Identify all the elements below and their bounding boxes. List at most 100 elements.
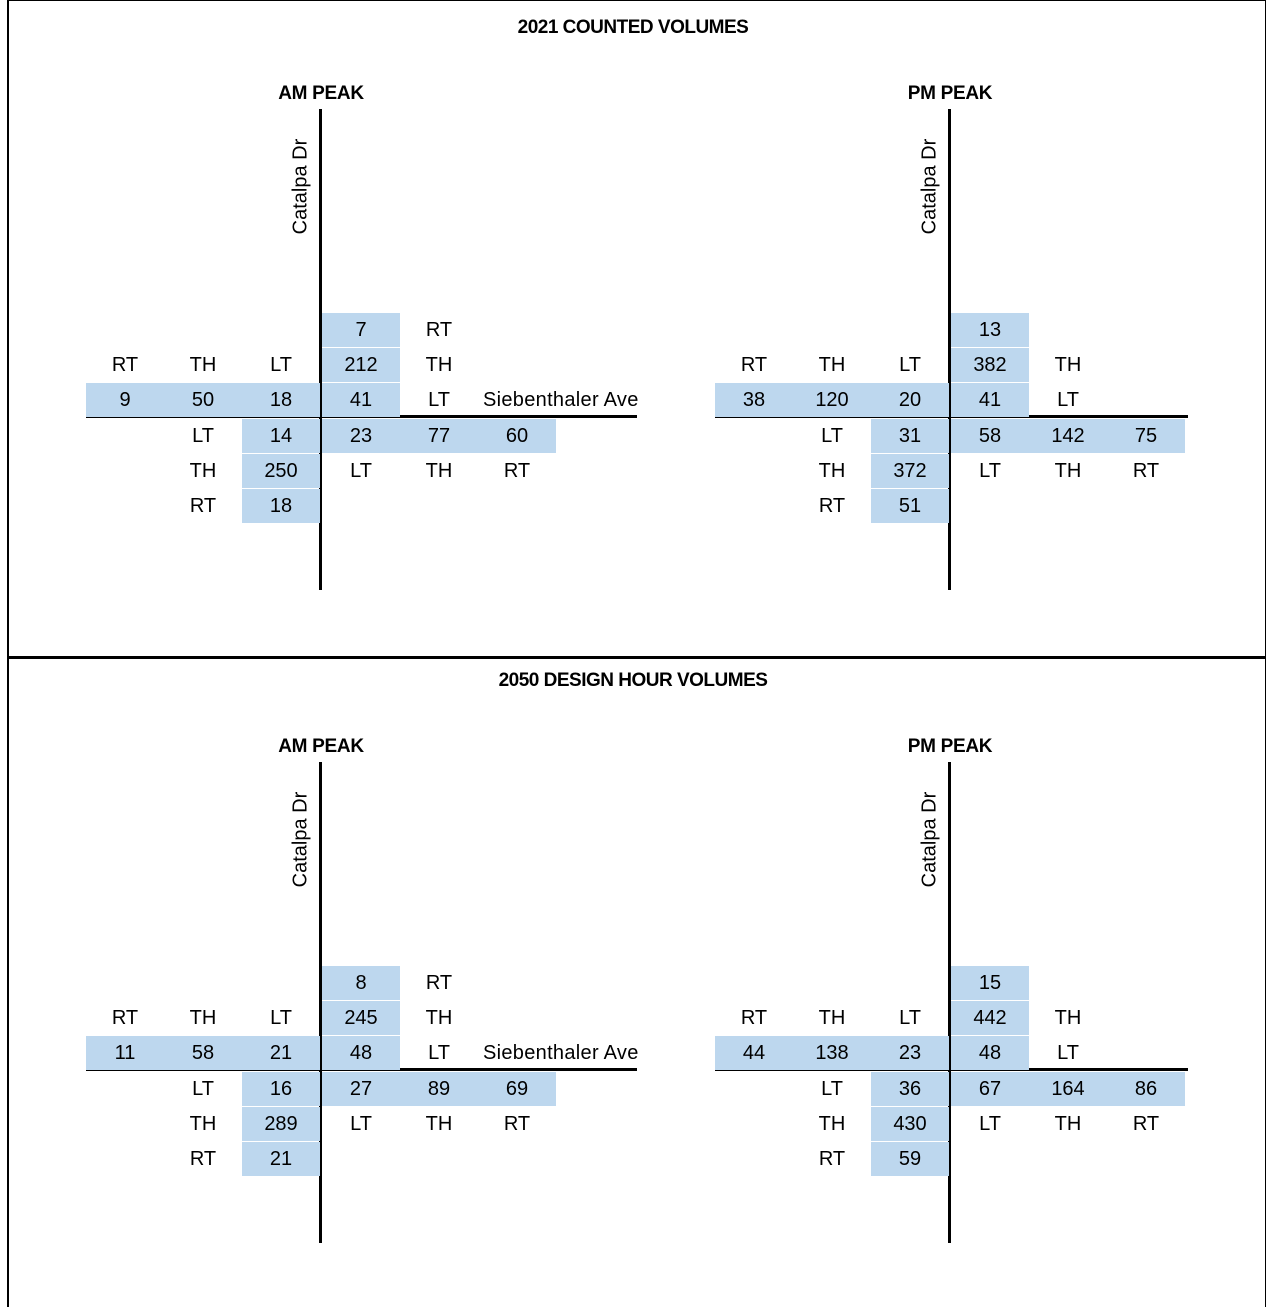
peak-title: PM PEAK [907, 736, 993, 757]
north-south-road-line [319, 762, 322, 1243]
nb-lt-label: LT [192, 1078, 214, 1100]
intersection-diagram-pm: PM PEAK Catalpa Dr 13 382 41 TH LT RT TH LT 38 120 2… [629, 0, 1262, 654]
nb-lt-value: 16 [242, 1072, 320, 1106]
nb-th-value: 430 [871, 1107, 949, 1141]
eb-lt-value: 20 [871, 383, 949, 417]
nb-th-label: TH [189, 1113, 217, 1135]
nb-rt-label: RT [189, 495, 217, 517]
wb-lt-label: LT [350, 1113, 372, 1135]
eb-th-label: TH [818, 354, 846, 376]
nb-lt-value: 31 [871, 419, 949, 453]
street-name-siebenthaler-ave: Siebenthaler Ave [483, 389, 639, 411]
eb-rt-label: RT [111, 1007, 139, 1029]
wb-rt-label: RT [503, 460, 531, 482]
wb-th-label: TH [1054, 460, 1082, 482]
wb-rt-label: RT [1132, 1113, 1160, 1135]
sb-rt-label: RT [425, 319, 453, 341]
wb-th-value: 164 [1029, 1072, 1107, 1106]
eb-lt-label: LT [899, 354, 921, 376]
eb-th-label: TH [818, 1007, 846, 1029]
intersection-diagram-am: AM PEAK Catalpa Dr Siebenthaler Ave 8 245 48 R… [0, 653, 638, 1307]
wb-th-label: TH [1054, 1113, 1082, 1135]
sb-th-value: 212 [322, 348, 400, 382]
nb-th-label: TH [189, 460, 217, 482]
eb-th-value: 120 [793, 383, 871, 417]
north-south-road-line [319, 109, 322, 590]
wb-th-value: 142 [1029, 419, 1107, 453]
eb-rt-value: 9 [86, 383, 164, 417]
nb-rt-value: 18 [242, 489, 320, 523]
eb-th-label: TH [189, 354, 217, 376]
north-south-road-line [948, 109, 951, 590]
nb-lt-value: 36 [871, 1072, 949, 1106]
section-title: 2050 DESIGN HOUR VOLUMES [498, 670, 768, 691]
wb-th-value: 89 [400, 1072, 478, 1106]
sb-rt-label: RT [425, 972, 453, 994]
nb-lt-label: LT [821, 425, 843, 447]
sb-rt-value: 15 [951, 966, 1029, 1000]
street-name-siebenthaler-ave: Siebenthaler Ave [483, 1042, 639, 1064]
wb-lt-value: 23 [322, 419, 400, 453]
street-name-catalpa-dr: Catalpa Dr [918, 791, 941, 888]
nb-rt-value: 59 [871, 1142, 949, 1176]
nb-rt-value: 21 [242, 1142, 320, 1176]
wb-rt-label: RT [1132, 460, 1160, 482]
eb-lt-label: LT [270, 1007, 292, 1029]
wb-rt-value: 75 [1107, 419, 1185, 453]
eb-rt-label: RT [740, 354, 768, 376]
nb-th-value: 250 [242, 454, 320, 488]
sb-lt-label: LT [428, 1042, 450, 1064]
section-0: 2021 COUNTED VOLUMES AM PEAK Catalpa Dr Sie… [0, 0, 1262, 654]
nb-th-value: 372 [871, 454, 949, 488]
sb-th-label: TH [1054, 1007, 1082, 1029]
wb-rt-value: 60 [478, 419, 556, 453]
nb-th-value: 289 [242, 1107, 320, 1141]
sb-lt-value: 48 [951, 1036, 1029, 1070]
intersection-diagram-am: AM PEAK Catalpa Dr Siebenthaler Ave 7 212 41 R… [0, 0, 638, 654]
eb-th-label: TH [189, 1007, 217, 1029]
sb-rt-value: 13 [951, 313, 1029, 347]
street-name-catalpa-dr: Catalpa Dr [289, 138, 312, 235]
street-name-catalpa-dr: Catalpa Dr [918, 138, 941, 235]
sb-lt-value: 41 [951, 383, 1029, 417]
street-name-catalpa-dr: Catalpa Dr [289, 791, 312, 888]
nb-rt-label: RT [189, 1148, 217, 1170]
wb-lt-value: 27 [322, 1072, 400, 1106]
wb-lt-label: LT [979, 1113, 1001, 1135]
wb-th-value: 77 [400, 419, 478, 453]
eb-rt-value: 11 [86, 1036, 164, 1070]
wb-lt-value: 67 [951, 1072, 1029, 1106]
wb-th-label: TH [425, 1113, 453, 1135]
eb-rt-label: RT [111, 354, 139, 376]
sb-th-value: 382 [951, 348, 1029, 382]
eb-rt-value: 38 [715, 383, 793, 417]
section-title: 2021 COUNTED VOLUMES [517, 17, 749, 38]
nb-lt-label: LT [192, 425, 214, 447]
peak-title: AM PEAK [278, 83, 364, 104]
eb-lt-value: 21 [242, 1036, 320, 1070]
eb-lt-value: 18 [242, 383, 320, 417]
sb-lt-label: LT [1057, 389, 1079, 411]
sb-rt-value: 7 [322, 313, 400, 347]
intersection-diagram-pm: PM PEAK Catalpa Dr 15 442 48 TH LT RT TH LT 44 138 2… [629, 653, 1262, 1307]
sheet-border-left [7, 0, 9, 1307]
nb-rt-label: RT [818, 495, 846, 517]
wb-th-label: TH [425, 460, 453, 482]
eb-rt-label: RT [740, 1007, 768, 1029]
sb-lt-value: 41 [322, 383, 400, 417]
nb-th-label: TH [818, 1113, 846, 1135]
peak-title: PM PEAK [907, 83, 993, 104]
wb-rt-value: 86 [1107, 1072, 1185, 1106]
eb-lt-value: 23 [871, 1036, 949, 1070]
peak-title: AM PEAK [278, 736, 364, 757]
sheet-border-top [7, 0, 1266, 1]
sb-lt-value: 48 [322, 1036, 400, 1070]
nb-th-label: TH [818, 460, 846, 482]
sb-th-label: TH [425, 1007, 453, 1029]
sb-th-label: TH [1054, 354, 1082, 376]
eb-th-value: 138 [793, 1036, 871, 1070]
eb-lt-label: LT [899, 1007, 921, 1029]
section-divider [7, 656, 1266, 659]
nb-lt-label: LT [821, 1078, 843, 1100]
